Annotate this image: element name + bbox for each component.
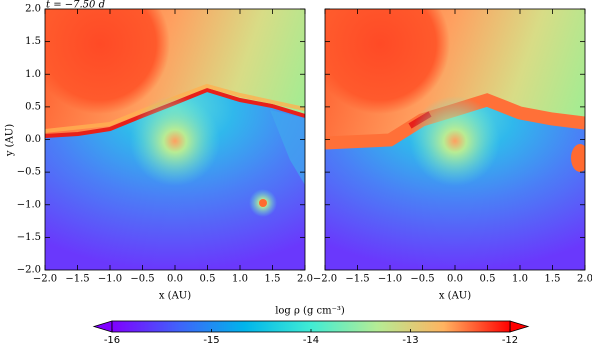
y-tick-label: 1.5 [25,36,41,47]
y-tick-label: 1.0 [25,69,41,80]
colorbar-tick-label: -13 [402,335,418,344]
x-tick-label: 2.0 [297,274,313,285]
x-tick-label: −1.0 [98,274,122,285]
colorbar-extend-high [509,320,530,333]
x-tick-label: 0.5 [200,274,216,285]
colorbar-tick-label: -15 [203,335,219,344]
y-tick-label: 0.0 [25,134,41,145]
x-tick-label: 0.0 [447,274,463,285]
colorbar-tick-label: -16 [104,335,120,344]
x-tick-label: 2.0 [577,274,592,285]
x-tick-label: −1.5 [345,274,369,285]
x-tick-label: −2.0 [33,274,57,285]
y-tick-label: −2.0 [17,265,41,276]
x-tick-label: −1.5 [65,274,89,285]
x-axis-label: x (AU) [439,291,471,302]
y-axis-label: y (AU) [5,124,16,157]
density-map-right [325,9,585,270]
x-tick-label: 0.5 [480,274,496,285]
time-annotation: t = −7.50 d [46,0,105,11]
x-tick-label: −1.0 [378,274,402,285]
x-tick-label: −0.5 [410,274,434,285]
x-tick-label: 1.5 [545,274,561,285]
x-tick-label: −2.0 [313,274,337,285]
x-tick-label: −0.5 [130,274,154,285]
x-tick-label: 1.0 [232,274,248,285]
colorbar-tick-label: -14 [303,335,319,344]
x-axis-label: x (AU) [159,291,191,302]
x-tick-label: 0.0 [167,274,183,285]
x-tick-label: 1.5 [265,274,281,285]
colorbar-extend-low [92,320,113,333]
colorbar-tick-label: -12 [502,335,518,344]
colorbar-label: log ρ (g cm⁻³) [275,306,345,317]
x-tick-label: 1.0 [512,274,528,285]
y-tick-label: −1.0 [17,199,41,210]
y-tick-label: −0.5 [17,167,41,178]
y-tick-label: −1.5 [17,232,41,243]
y-tick-label: 0.5 [25,101,41,112]
density-map-left [45,9,305,270]
y-tick-label: 2.0 [25,4,41,15]
